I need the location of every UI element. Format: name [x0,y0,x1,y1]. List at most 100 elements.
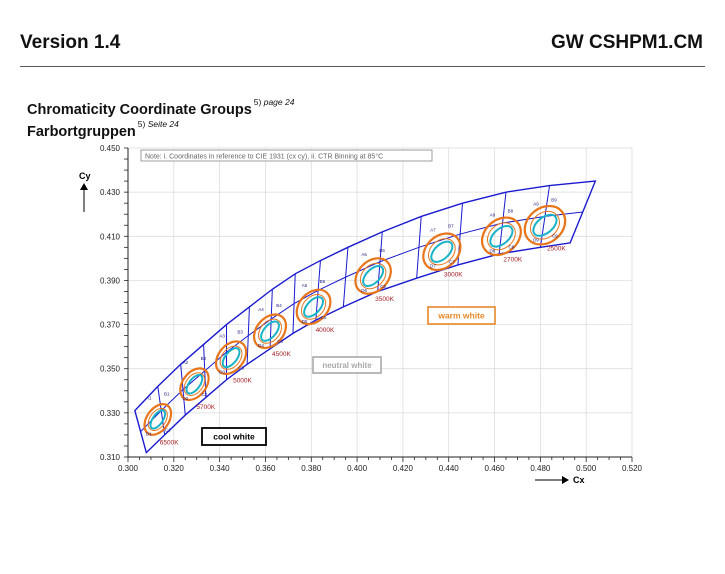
bin-label: D1 [146,431,152,436]
cct-label: 2500K [547,245,566,252]
macadam-ellipse-inner [532,213,558,237]
bin-label: D5 [302,319,308,324]
note-text: Note: i. Coordinates in reference to CIE… [145,153,383,161]
macadam-ellipse-outer [354,257,392,295]
x-axis-arrowhead [562,476,569,484]
chart-title-en: Chromaticity Coordinate Groups 5) page 24 [27,97,294,119]
bin-label: A1 [146,395,152,400]
macadam-ellipse-inner [149,409,167,430]
y-tick-label: 0.350 [100,365,121,374]
product-code: GW CSHPM1.CM [551,32,703,53]
macadam-ellipse-mid [428,238,456,266]
bin-label: D3 [219,370,225,375]
cct-label: 3000K [444,272,463,279]
macadam-ellipse-inner [489,224,514,248]
y-tick-label: 0.370 [100,321,121,330]
bin-label: A6 [361,252,367,257]
macadam-ellipse-outer [422,232,462,272]
macadam-ellipse-mid [359,262,387,290]
y-tick-label: 0.430 [100,188,121,197]
bin-label: B2 [201,356,207,361]
y-tick-label: 0.410 [100,232,121,241]
bin-midline [140,211,583,432]
x-tick-label: 0.300 [118,464,139,473]
macadam-ellipse-outer [295,288,332,326]
bin-label: D4 [258,343,264,348]
y-tick-label: 0.330 [100,409,121,418]
bin-label: C4 [277,339,283,344]
macadam-ellipse-inner [362,265,385,287]
bin-label: A7 [430,228,436,233]
x-tick-label: 0.340 [210,464,231,473]
macadam-ellipse-mid [183,372,206,397]
cct-label: 5700K [196,404,215,411]
y-tick-label: 0.310 [100,453,121,462]
macadam-ellipse-outer [214,340,248,375]
bin-label: B4 [276,303,282,308]
neutral-white-label: neutral white [322,361,372,370]
bin-label: C6 [380,284,386,289]
y-tick-label: 0.450 [100,144,121,153]
version-label: Version 1.4 [20,32,121,53]
cool-white-box [201,427,267,446]
warm-white-box [427,306,496,325]
bin-label: B6 [379,248,385,253]
cct-label: 4000K [316,327,335,334]
macadam-ellipse-mid [147,407,168,431]
x-tick-label: 0.500 [576,464,597,473]
note-box [140,149,433,162]
macadam-ellipse-outer [523,204,567,246]
bin-label: D7 [430,264,436,269]
bin-label: D8 [490,248,496,253]
macadam-ellipse-inner [303,296,325,318]
bin-label: C7 [449,260,455,265]
bin-label: C8 [509,244,515,249]
x-tick-label: 0.440 [439,464,460,473]
x-axis-label: Cx [573,475,585,485]
macadam-ellipse-mid [300,294,327,320]
macadam-ellipse-inner [185,373,204,395]
chart-title-block: Chromaticity Coordinate Groups 5) page 24… [27,97,294,141]
macadam-ellipse-mid [219,345,243,370]
macadam-ellipse-mid [486,222,516,251]
cct-label: 2700K [503,256,522,263]
y-tick-label: 0.390 [100,276,121,285]
macadam-ellipse-outer [179,367,210,402]
macadam-ellipse-outer [252,313,288,349]
bin-outline [134,180,597,454]
x-tick-label: 0.320 [164,464,185,473]
footnote-number-de: 5) [137,118,146,129]
macadam-ellipse-inner [260,320,280,342]
bin-label: C9 [552,233,558,238]
bin-label: D6 [361,288,367,293]
bin-label: D2 [183,396,189,401]
y-axis-label: Cy [79,171,91,181]
footnote-number-en: 5) [253,97,262,107]
macadam-ellipse-outer [480,216,522,257]
x-tick-label: 0.420 [393,464,414,473]
bin-label: B8 [508,208,514,213]
title-text-en: Chromaticity Coordinate Groups [27,101,252,118]
macadam-ellipse-inner [221,347,241,369]
bin-label: B9 [551,197,557,202]
bin-label: A8 [490,212,496,217]
bin-label: B7 [448,224,454,229]
bin-label: A9 [533,201,539,206]
bin-label: B3 [237,330,243,335]
bin-label: D9 [533,237,539,242]
x-tick-label: 0.460 [485,464,506,473]
cct-label: 6500K [160,439,179,446]
bin-label: A3 [219,334,225,339]
cct-label: 3500K [375,296,394,303]
bin-label: A2 [183,360,189,365]
x-tick-label: 0.360 [255,464,276,473]
cct-label: 5000K [233,378,252,385]
cct-label: 4500K [272,351,291,358]
page-ref-en: page 24 [263,97,295,107]
cool-white-label: cool white [213,432,255,442]
macadam-ellipse-outer [143,403,173,436]
macadam-ellipse-inner [430,240,454,263]
bin-label: B5 [320,279,326,284]
macadam-ellipse-mid [529,210,560,240]
